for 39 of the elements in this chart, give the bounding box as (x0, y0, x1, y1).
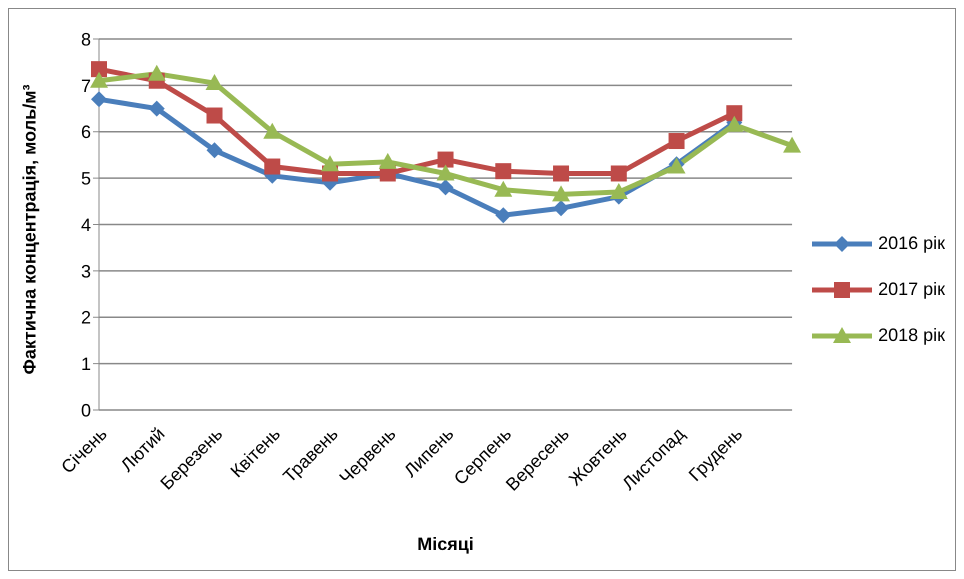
point (668, 133, 685, 150)
y-tick-label: 5 (80, 168, 91, 189)
point (494, 180, 512, 197)
point (148, 100, 165, 117)
point (610, 165, 627, 182)
point (783, 136, 802, 153)
point (495, 207, 512, 224)
legend-label: 2018 рік (878, 325, 945, 346)
point (321, 155, 340, 172)
point (438, 179, 454, 196)
y-axis-title: Фактична концентрація, моль/м³ (19, 84, 40, 374)
y-tick-label: 2 (80, 308, 91, 328)
x-axis-title: Місяці (417, 534, 474, 554)
point (552, 185, 570, 202)
y-tick-label: 4 (80, 214, 91, 235)
point (495, 163, 512, 180)
point (90, 72, 108, 88)
point (91, 61, 107, 78)
y-tick-label: 0 (80, 400, 91, 420)
point (610, 183, 628, 200)
point (553, 200, 570, 216)
y-tick-label: 3 (80, 261, 91, 282)
y-tick-label: 1 (80, 354, 91, 374)
y-tick-label: 8 (80, 29, 91, 50)
point (726, 105, 742, 122)
y-tick-label: 7 (80, 76, 91, 96)
point (148, 64, 166, 81)
legend-label: 2017 рік (878, 279, 945, 300)
point (438, 152, 454, 168)
point (553, 165, 570, 182)
legend-label: 2016 рік (878, 233, 945, 254)
point (436, 164, 455, 180)
point (91, 91, 107, 108)
y-tick-label: 6 (80, 122, 91, 142)
point (378, 152, 397, 169)
point (206, 142, 223, 158)
point (263, 122, 282, 139)
point (206, 108, 223, 124)
point (264, 158, 280, 175)
